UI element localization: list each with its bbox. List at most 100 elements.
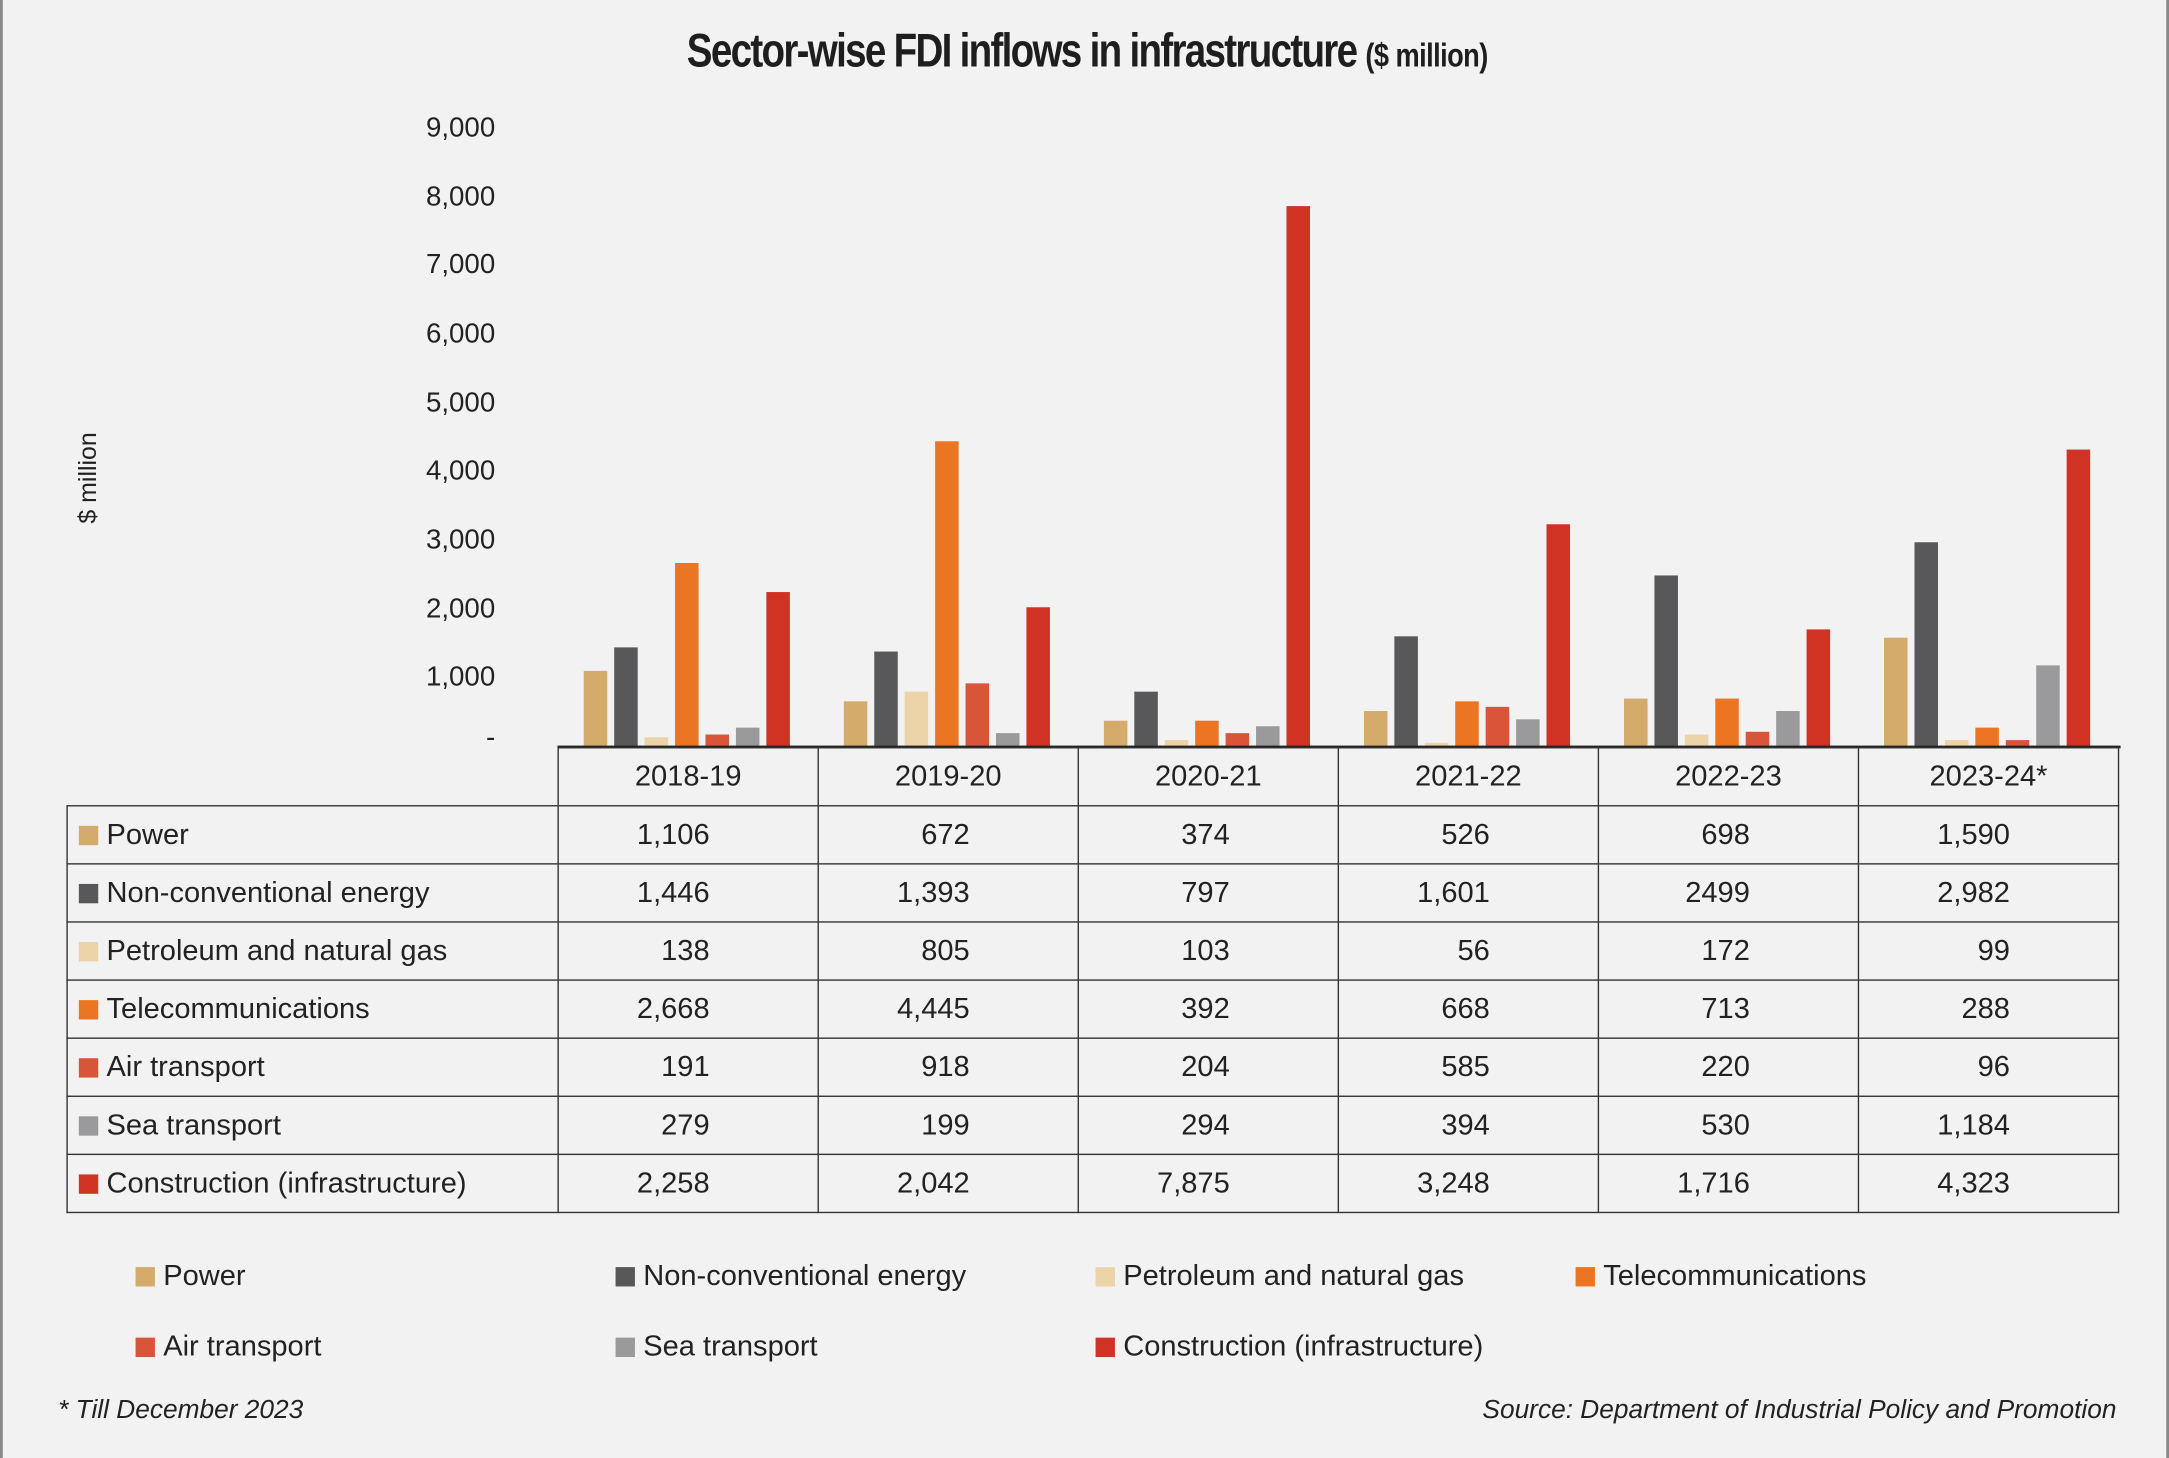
series-name: Petroleum and natural gas (106, 934, 448, 967)
data-label: 1,184 (1857, 1095, 2120, 1156)
bar-non-conventional-energy-2018-19 (614, 647, 638, 747)
data-label: 204 (1077, 1037, 1340, 1097)
bar-telecommunications-2018-19 (675, 563, 699, 747)
row-label: Sea transport (66, 1095, 559, 1156)
series-swatch (78, 883, 99, 903)
y-tick-label: 3,000 (425, 524, 496, 556)
data-label: 1,446 (557, 863, 819, 923)
data-label: 96 (1857, 1037, 2120, 1097)
data-label: 805 (817, 921, 1079, 981)
bar-construction-infrastructure--2021-22 (1546, 523, 1571, 747)
series-swatch (78, 1173, 99, 1194)
series-name: Non-conventional energy (106, 876, 430, 909)
data-label: 1,601 (1337, 863, 1600, 923)
bar-non-conventional-energy-2020-21 (1134, 692, 1158, 747)
series-name: Air transport (106, 1050, 265, 1083)
table-row: Construction (infrastructure) 2,258 2,042 7… (66, 1153, 2120, 1214)
y-tick-label: 8,000 (425, 181, 496, 212)
data-label: 374 (1077, 805, 1340, 865)
table-row: Petroleum and natural gas 138 805 103 56 172 9… (66, 921, 2120, 981)
data-label: 668 (1337, 979, 1600, 1039)
series-name: Construction (infrastructure) (106, 1166, 467, 1199)
row-label: Power (66, 805, 559, 865)
legend-label: Air transport (163, 1330, 322, 1363)
series-name: Telecommunications (106, 992, 370, 1025)
bar-air-transport-2018-19 (705, 733, 729, 747)
table-row: Air transport 191 918 204 585 220 96 (66, 1037, 2120, 1097)
x-tick-label: 2023-24* (1857, 746, 2120, 807)
data-label: 1,716 (1597, 1153, 1860, 1214)
bar-sea-transport-2021-22 (1516, 719, 1540, 747)
series-name: Power (106, 818, 189, 851)
row-label: Construction (infrastructure) (66, 1153, 559, 1214)
legend-label: Power (163, 1260, 246, 1293)
bar-power-2019-20 (843, 700, 868, 747)
legend-swatch (1095, 1267, 1115, 1287)
x-tick-label: 2022-23 (1597, 746, 1860, 807)
bar-telecommunications-2020-21 (1195, 720, 1219, 747)
row-label: Air transport (66, 1037, 559, 1097)
table-row: Telecommunications 2,668 4,445 392 668 713 288 (66, 979, 2120, 1039)
data-label: 99 (1857, 921, 2120, 981)
series-name: Sea transport (106, 1108, 281, 1141)
bar-power-2021-22 (1363, 710, 1388, 747)
legend-item: Construction (infrastructure) (1095, 1331, 1483, 1364)
data-label: 103 (1077, 921, 1340, 981)
x-tick-label: 2019-20 (817, 746, 1079, 807)
legend-label: Sea transport (643, 1330, 818, 1363)
x-axis-line (557, 745, 2121, 749)
legend-label: Petroleum and natural gas (1123, 1260, 1464, 1293)
bar-sea-transport-2018-19 (735, 727, 760, 747)
series-swatch (78, 999, 99, 1019)
bar-sea-transport-2020-21 (1256, 726, 1280, 747)
row-label: Petroleum and natural gas (66, 921, 559, 981)
data-label: 672 (817, 805, 1079, 865)
chart-title: Sector-wise FDI inflows in infrastructur… (198, 25, 1977, 79)
bar-telecommunications-2021-22 (1455, 701, 1479, 747)
table-header-row: 2018-19 2019-20 2020-21 2021-22 2022-23 2023-… (67, 746, 2120, 807)
legend-label: Telecommunications (1603, 1260, 1867, 1293)
y-axis-label: $ million (74, 432, 102, 524)
bar-air-transport-2023-24* (2005, 740, 2030, 747)
bar-construction-infrastructure--2023-24* (2066, 449, 2091, 747)
data-label: 4,323 (1857, 1153, 2120, 1214)
data-label: 526 (1337, 805, 1600, 865)
bar-construction-infrastructure--2019-20 (1026, 606, 1050, 747)
bar-petroleum-and-natural-gas-2019-20 (904, 691, 929, 747)
legend-item: Sea transport (615, 1330, 818, 1364)
bar-power-2023-24* (1884, 637, 1908, 747)
data-label: 56 (1337, 921, 1600, 981)
title-unit: ($ million) (1365, 37, 1488, 75)
y-tick-label: 5,000 (425, 387, 496, 418)
bar-telecommunications-2023-24* (1975, 727, 1999, 747)
bar-construction-infrastructure--2018-19 (766, 591, 790, 747)
data-label: 288 (1857, 979, 2120, 1039)
bar-non-conventional-energy-2023-24* (1914, 542, 1939, 747)
data-label: 172 (1597, 921, 1860, 981)
legend-swatch (135, 1267, 155, 1287)
data-label: 4,445 (817, 979, 1079, 1039)
series-swatch (78, 1057, 99, 1077)
legend-item: Telecommunications (1575, 1260, 1867, 1293)
data-label: 2499 (1597, 863, 1860, 923)
bar-power-2022-23 (1623, 699, 1648, 747)
footnote: * Till December 2023 (58, 1395, 304, 1425)
table-corner (67, 747, 559, 807)
bar-telecommunications-2019-20 (935, 441, 959, 747)
bar-non-conventional-energy-2022-23 (1654, 575, 1678, 747)
legend-swatch (1095, 1337, 1115, 1358)
data-label: 2,258 (557, 1153, 819, 1214)
data-label: 2,042 (817, 1153, 1079, 1214)
legend-swatch (1575, 1267, 1595, 1287)
bar-power-2020-21 (1103, 721, 1128, 747)
y-tick-label: 1,000 (425, 662, 496, 693)
data-label: 392 (1077, 979, 1340, 1039)
bar-sea-transport-2022-23 (1776, 710, 1800, 747)
plot-area (557, 0, 2120, 747)
table-row: Non-conventional energy 1,446 1,393 797 1,60… (66, 863, 2120, 923)
bar-air-transport-2021-22 (1485, 706, 1510, 747)
data-label: 585 (1337, 1037, 1600, 1097)
x-tick-label: 2020-21 (1077, 746, 1340, 807)
x-tick-label: 2021-22 (1337, 746, 1600, 807)
